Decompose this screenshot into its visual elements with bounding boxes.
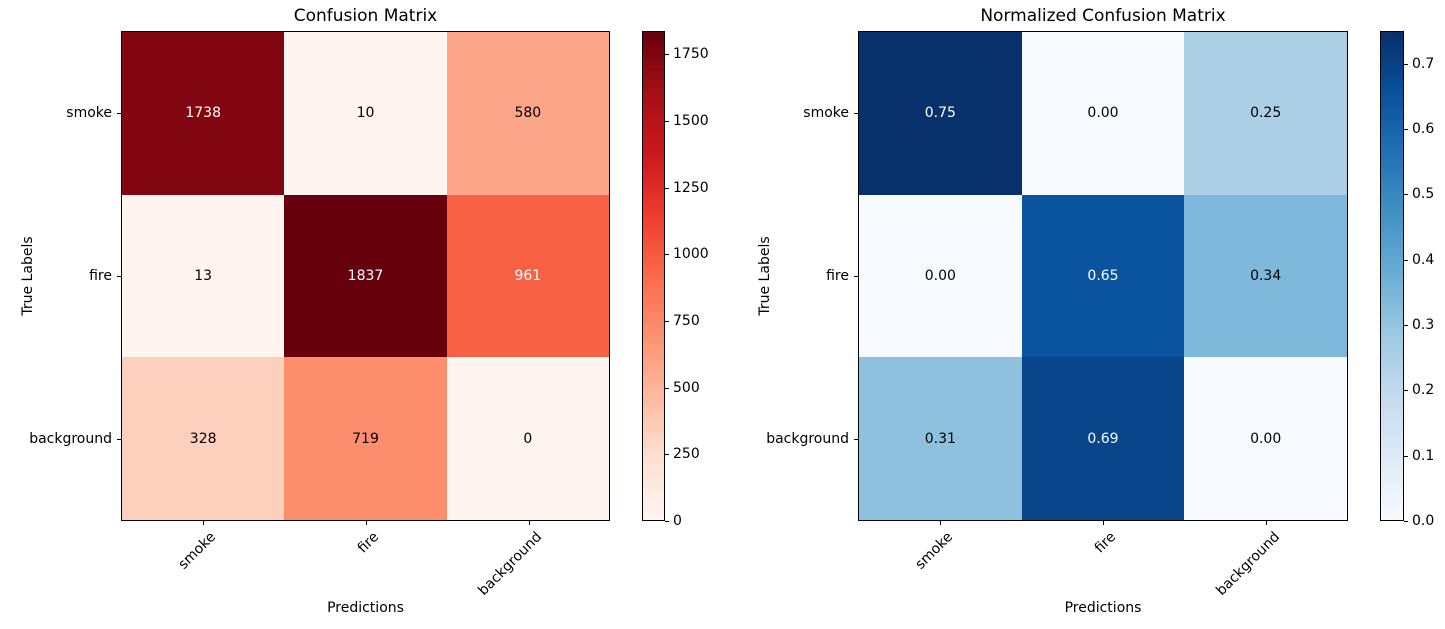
heatmap-cell: 10: [284, 32, 447, 195]
heatmap-axes: 1738 10 580 13 1837 961 328 719 0: [121, 31, 610, 521]
x-axis-label: Predictions: [1064, 600, 1142, 616]
colorbar-tick-label: 1000: [673, 246, 709, 263]
colorbar-tick-mark: [1404, 521, 1408, 522]
x-tick-mark: [202, 521, 204, 525]
x-tick-mark: [365, 521, 367, 525]
colorbar-tick-label: 250: [673, 446, 700, 463]
y-tick-label: background: [29, 431, 112, 448]
y-tick-label: fire: [89, 268, 112, 284]
y-tick-mark: [854, 276, 858, 277]
x-tick-label: background: [1212, 529, 1283, 599]
colorbar-tick-label: 0.6: [1412, 121, 1435, 137]
colorbar-tick-label: 0.0: [1412, 513, 1435, 529]
heatmap-cell: 0.00: [859, 194, 1022, 358]
heatmap-cell: 719: [284, 357, 447, 520]
x-tick-mark: [939, 521, 941, 525]
heatmap-cell: 0.31: [859, 357, 1022, 520]
colorbar-tick-label: 0.5: [1412, 186, 1435, 203]
heatmap-cell: 0.00: [1184, 357, 1347, 520]
x-tick-mark: [1266, 521, 1268, 525]
plot-title: Confusion Matrix: [293, 6, 438, 26]
colorbar-tick-mark: [665, 454, 669, 456]
colorbar-tick-mark: [1404, 325, 1408, 326]
colorbar-tick-label: 0.4: [1412, 251, 1435, 268]
colorbar-tick-label: 1750: [673, 46, 709, 63]
heatmap-cell: 0.00: [1021, 32, 1185, 195]
heatmap-cell: 13: [122, 194, 285, 358]
heatmap-cell: 0.34: [1184, 194, 1347, 358]
x-axis-label: Predictions: [327, 600, 404, 616]
colorbar-tick-label: 1500: [673, 112, 709, 129]
x-tick-label: fire: [1091, 529, 1120, 557]
colorbar-tick-mark: [1404, 455, 1408, 457]
colorbar-tick-label: 0.1: [1412, 447, 1435, 464]
colorbar-tick-label: 500: [673, 379, 700, 396]
y-tick-mark: [854, 112, 858, 114]
colorbar-tick-mark: [1404, 129, 1408, 130]
y-tick-mark: [117, 439, 121, 441]
heatmap-cell: 0.69: [1021, 357, 1185, 520]
x-tick-mark: [528, 521, 530, 525]
colorbar-tick-mark: [1404, 63, 1408, 65]
colorbar-tick-mark: [665, 320, 669, 322]
colorbar-tick-mark: [1404, 194, 1408, 196]
colorbar-tick-label: 0.2: [1412, 382, 1435, 399]
heatmap-cell: 580: [446, 32, 609, 195]
colorbar-tick-mark: [665, 254, 669, 256]
colorbar-tick-label: 0.7: [1412, 55, 1435, 72]
y-tick-mark: [117, 276, 121, 277]
heatmap-cell: 0: [446, 357, 609, 520]
colorbar-tick-label: 0.3: [1412, 317, 1435, 333]
x-tick-mark: [1103, 521, 1104, 525]
colorbar-tick-mark: [665, 187, 669, 189]
heatmap-cell: 0.25: [1184, 32, 1347, 195]
heatmap-cell: 1738: [122, 32, 285, 195]
y-tick-label: background: [766, 431, 849, 448]
colorbar-tick-mark: [665, 521, 669, 522]
heatmap-cell: 961: [446, 194, 609, 358]
heatmap-axes: 0.75 0.00 0.25 0.00 0.65 0.34 0.31 0.69 0.00: [858, 31, 1348, 521]
y-tick-label: fire: [826, 268, 849, 284]
colorbar-tick-label: 750: [673, 312, 700, 329]
y-tick-label: smoke: [803, 104, 849, 121]
y-tick-mark: [117, 112, 121, 114]
colorbar-tick-mark: [1404, 390, 1408, 392]
y-tick-label: smoke: [66, 104, 112, 121]
plot-title: Normalized Confusion Matrix: [980, 6, 1226, 26]
colorbar-tick-mark: [665, 387, 669, 389]
colorbar: [642, 31, 665, 521]
colorbar-tick-mark: [665, 120, 669, 122]
heatmap-cell: 328: [122, 357, 285, 520]
y-tick-mark: [854, 439, 858, 441]
colorbar: [1380, 31, 1404, 521]
heatmap-cell: 0.75: [859, 32, 1022, 195]
colorbar-tick-mark: [1404, 259, 1408, 261]
x-tick-label: smoke: [912, 529, 956, 573]
colorbar-tick-mark: [665, 54, 669, 56]
heatmap-cell: 0.65: [1021, 194, 1185, 358]
colorbar-tick-label: 1250: [673, 179, 709, 196]
heatmap-cell: 1837: [284, 194, 447, 358]
colorbar-tick-label: 0: [673, 513, 682, 529]
